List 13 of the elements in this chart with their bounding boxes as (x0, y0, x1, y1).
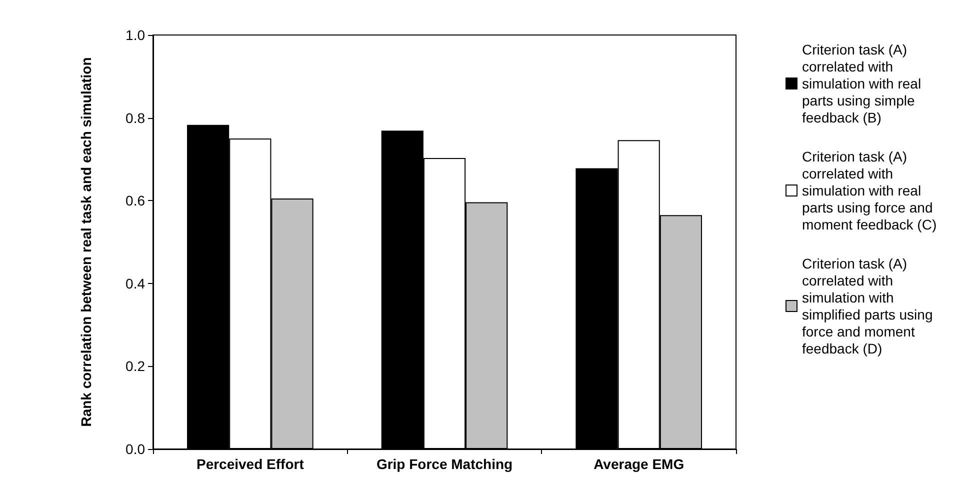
x-tick-label: Average EMG (594, 456, 684, 472)
y-tick-label: 0.2 (126, 358, 146, 374)
x-tick-label: Grip Force Matching (376, 456, 513, 472)
y-tick-label: 0.4 (126, 275, 146, 292)
y-axis-title: Rank correlation between real task and each simulation (78, 57, 94, 427)
y-tick-label: 0.8 (126, 110, 146, 126)
y-tick-label: 1.0 (126, 27, 146, 43)
legend-label: Criterion task (A) correlated with simulation with simplified parts using force and moment feedback (D) (802, 256, 937, 356)
x-tick-label: Perceived Effort (196, 456, 304, 472)
legend-label: Criterion task (A) correlated with simulation with real parts using force and moment feedback (C) (802, 148, 937, 232)
y-tick-label: 0.6 (126, 192, 146, 209)
legend-label: Criterion task (A) correlated with simulation with real parts using simple feedback (B) (802, 42, 925, 126)
y-tick-label: 0.0 (126, 441, 146, 457)
